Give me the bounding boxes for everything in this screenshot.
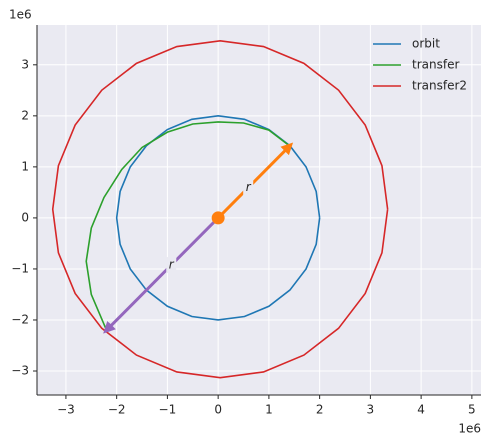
y-tick-label: −2	[11, 312, 29, 326]
x-tick-label: −2	[108, 403, 126, 417]
y-tick-label: 1	[21, 159, 29, 173]
x-tick-label: −1	[159, 403, 177, 417]
x-tick-label: 4	[417, 403, 425, 417]
arrow-label: r	[246, 180, 252, 194]
series-line	[85, 121, 291, 331]
legend-label: transfer2	[412, 79, 467, 93]
x-tick-label: 3	[367, 403, 375, 417]
arrow-label-bg	[166, 257, 177, 274]
legend-label: transfer	[412, 58, 459, 72]
point	[211, 211, 225, 225]
y-tick-label: 3	[21, 57, 29, 71]
arrow	[103, 216, 220, 334]
arrow	[217, 142, 294, 219]
x-tick-label: 0	[214, 403, 222, 417]
arrow-label: r	[169, 258, 175, 272]
x-offset-label: 1e6	[458, 422, 481, 436]
x-tick-label: 2	[316, 403, 324, 417]
x-tick-label: 5	[468, 403, 476, 417]
y-tick-label: 2	[21, 108, 29, 122]
y-tick-label: 0	[21, 210, 29, 224]
x-tick-label: 1	[265, 403, 273, 417]
y-offset-label: 1e6	[9, 8, 32, 22]
y-tick-label: −3	[11, 364, 29, 378]
y-tick-label: −1	[11, 261, 29, 275]
x-tick-label: −3	[57, 403, 75, 417]
legend: orbit transfer transfer2	[373, 37, 467, 93]
series-line	[51, 40, 389, 379]
legend-label: orbit	[412, 37, 440, 51]
arrow-label-bg	[243, 179, 254, 196]
